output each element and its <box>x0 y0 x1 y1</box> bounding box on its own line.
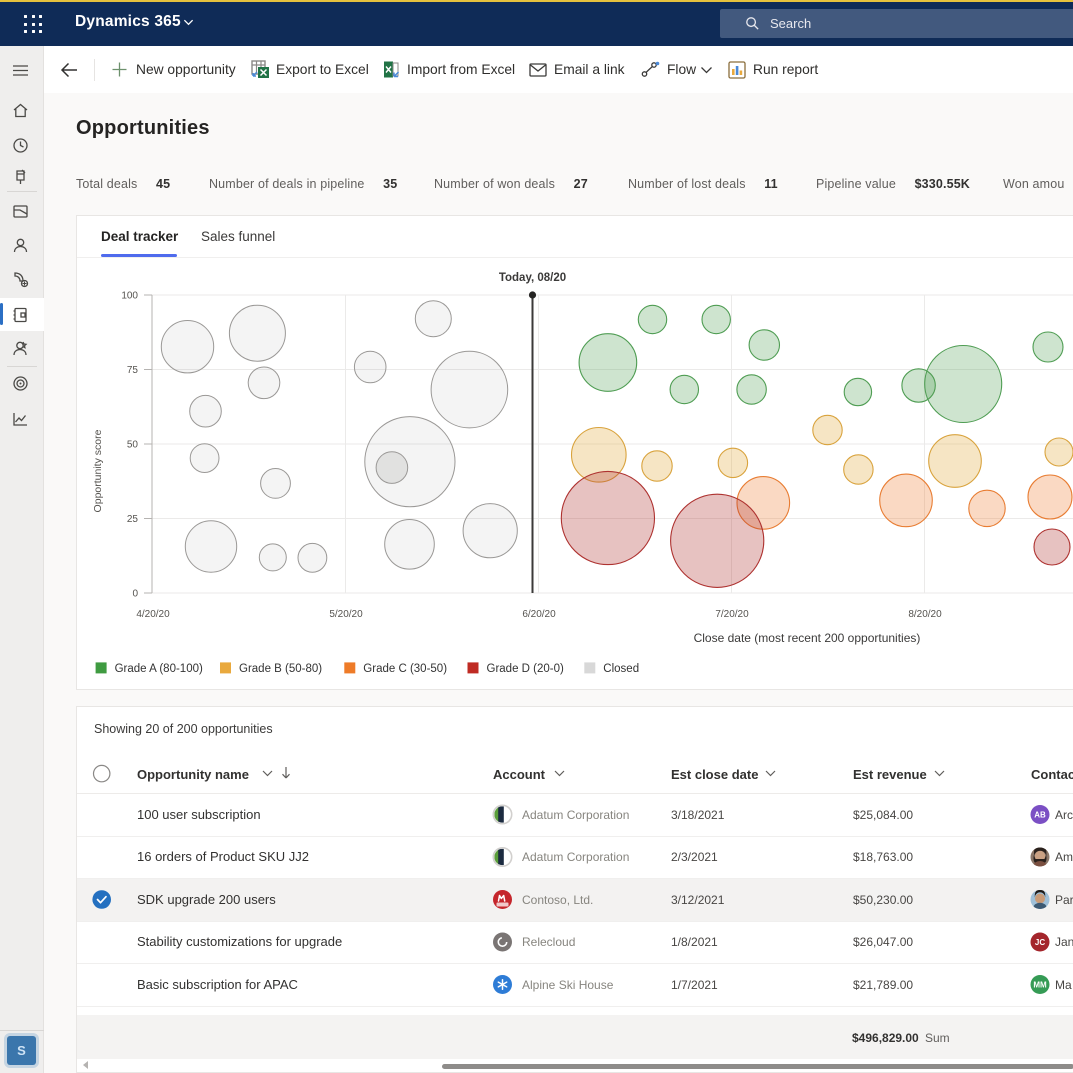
svg-text:100: 100 <box>121 291 138 302</box>
svg-text:0: 0 <box>132 589 138 600</box>
svg-text:25: 25 <box>127 514 139 525</box>
svg-text:8/20/20: 8/20/20 <box>908 609 942 620</box>
svg-text:AB: AB <box>1034 811 1046 820</box>
svg-text:Grade B (50-80): Grade B (50-80) <box>239 663 322 675</box>
svg-text:Grade A (80-100): Grade A (80-100) <box>115 663 203 675</box>
svg-text:Grade D (20-0): Grade D (20-0) <box>487 663 565 675</box>
svg-text:Today, 08/20: Today, 08/20 <box>499 272 566 284</box>
svg-text:4/20/20: 4/20/20 <box>136 609 170 620</box>
svg-text:6/20/20: 6/20/20 <box>522 609 556 620</box>
svg-text:5/20/20: 5/20/20 <box>329 609 363 620</box>
svg-text:JC: JC <box>1035 938 1045 947</box>
svg-text:Closed: Closed <box>603 663 639 675</box>
svg-text:MM: MM <box>1033 981 1047 990</box>
svg-text:Grade C (30-50): Grade C (30-50) <box>363 663 447 675</box>
svg-text:Opportunity score: Opportunity score <box>92 429 104 512</box>
svg-text:50: 50 <box>127 440 139 451</box>
svg-text:7/20/20: 7/20/20 <box>715 609 749 620</box>
svg-text:75: 75 <box>127 365 139 376</box>
svg-text:Close date (most recent 200 op: Close date (most recent 200 opportunitie… <box>694 631 921 645</box>
